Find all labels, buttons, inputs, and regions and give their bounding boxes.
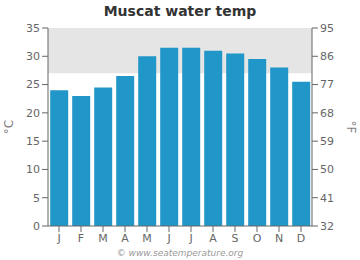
svg-text:F: F [78, 232, 84, 245]
svg-text:50: 50 [320, 163, 334, 176]
svg-text:D: D [297, 232, 305, 245]
svg-text:32: 32 [320, 220, 334, 233]
svg-text:41: 41 [320, 192, 334, 205]
svg-text:5: 5 [33, 192, 40, 205]
svg-text:0: 0 [33, 220, 40, 233]
svg-text:59: 59 [320, 135, 334, 148]
svg-text:J: J [56, 232, 60, 245]
svg-text:M: M [98, 232, 108, 245]
svg-text:M: M [142, 232, 152, 245]
html-text:Muscat water temp: Muscat water temp [103, 3, 257, 19]
svg-text:S: S [232, 232, 239, 245]
svg-text:°F: °F [344, 121, 358, 134]
svg-text:35: 35 [26, 22, 40, 35]
svg-text:77: 77 [320, 78, 334, 91]
svg-text:68: 68 [320, 107, 334, 120]
svg-text:J: J [166, 232, 170, 245]
svg-text:20: 20 [26, 107, 40, 120]
svg-text:25: 25 [26, 78, 40, 91]
svg-text:10: 10 [26, 163, 40, 176]
svg-text:N: N [275, 232, 283, 245]
svg-text:86: 86 [320, 50, 334, 63]
svg-text:°C: °C [2, 120, 16, 134]
html-text:© www.seatemperature.org: © www.seatemperature.org [116, 248, 244, 258]
svg-text:A: A [209, 232, 217, 245]
svg-text:A: A [121, 232, 129, 245]
svg-text:15: 15 [26, 135, 40, 148]
svg-text:J: J [188, 232, 192, 245]
svg-text:95: 95 [320, 22, 334, 35]
svg-text:O: O [253, 232, 262, 245]
svg-text:30: 30 [26, 50, 40, 63]
